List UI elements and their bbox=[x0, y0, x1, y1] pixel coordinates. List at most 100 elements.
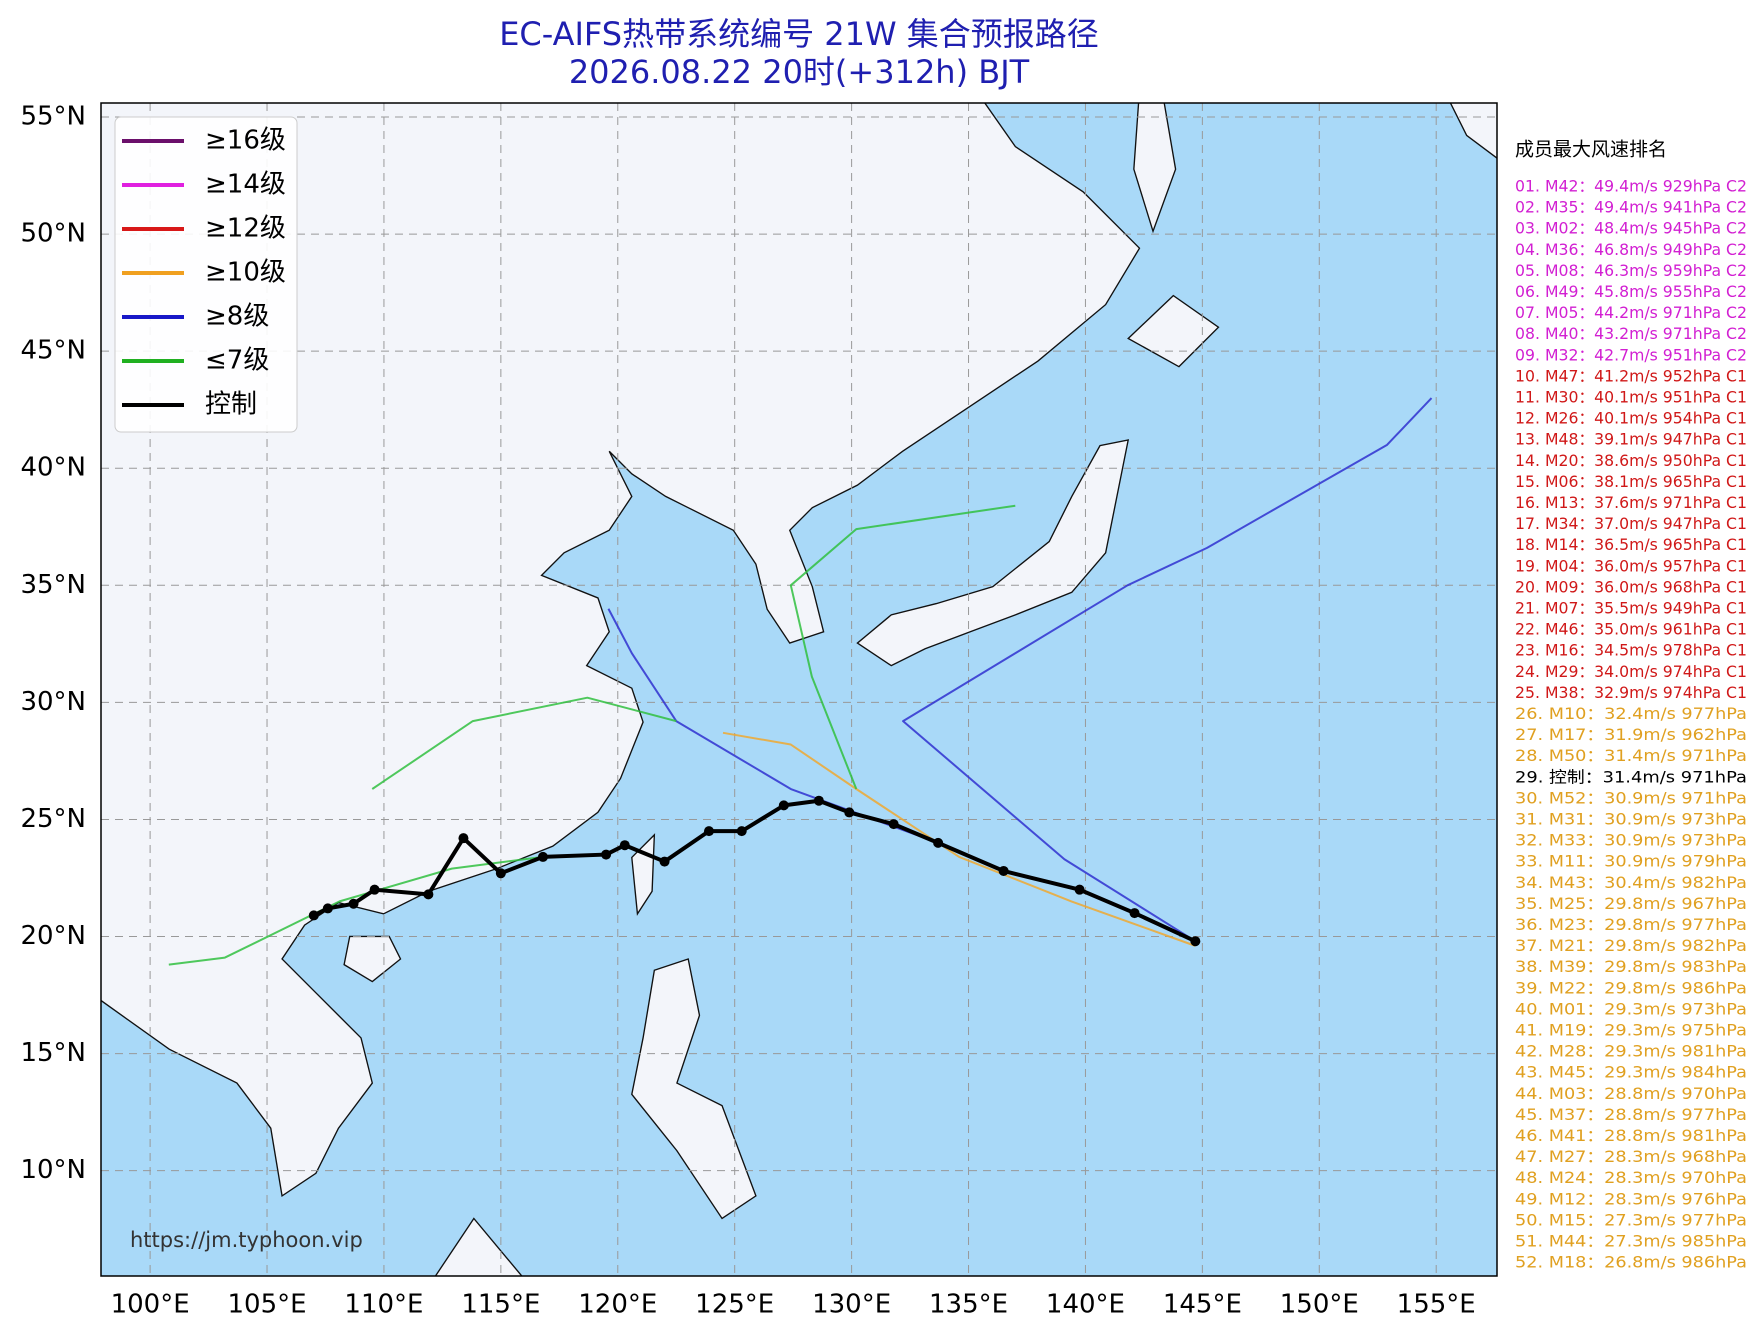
ranking-item: 06. M49：45.8m/s 955hPa C2 bbox=[1515, 282, 1747, 301]
member-track bbox=[168, 855, 544, 966]
ranking-item: 18. M14：36.5m/s 965hPa C1 bbox=[1515, 535, 1747, 554]
ranking-item: 16. M13：37.6m/s 971hPa C1 bbox=[1515, 493, 1747, 512]
member-track bbox=[902, 397, 1433, 943]
ranking-item: 39. M22：29.8m/s 986hPa bbox=[1515, 978, 1747, 997]
ranking-item: 04. M36：46.8m/s 949hPa C2 bbox=[1515, 240, 1747, 259]
track-point bbox=[1074, 884, 1085, 895]
ranking-item: 15. M06：38.1m/s 965hPa C1 bbox=[1515, 472, 1747, 491]
track-point bbox=[703, 826, 714, 837]
chart-subtitle: 2026.08.22 20时(+312h) BJT bbox=[569, 53, 1030, 91]
ranking-item: 26. M10：32.4m/s 977hPa bbox=[1515, 704, 1747, 723]
ranking-item: 01. M42：49.4m/s 929hPa C2 bbox=[1515, 177, 1747, 196]
axes: 100°E 105°E 110°E 115°E 120°E 125°E 130°E 135°E… bbox=[20, 102, 1475, 1320]
ranking-item: 46. M41：28.8m/s 981hPa bbox=[1515, 1126, 1747, 1145]
continent bbox=[101, 103, 1141, 1198]
track-point bbox=[813, 795, 824, 806]
ranking-item: 31. M31：30.9m/s 973hPa bbox=[1515, 810, 1747, 829]
chart-title: EC-AIFS热带系统编号 21W 集合预报路径 bbox=[499, 15, 1099, 53]
ranking-item: 35. M25：29.8m/s 967hPa bbox=[1515, 894, 1747, 913]
borneo bbox=[434, 1217, 523, 1276]
track-point bbox=[369, 884, 380, 895]
legend-label: ≥8级 bbox=[205, 302, 269, 332]
source-watermark: https://jm.typhoon.vip bbox=[130, 1228, 363, 1252]
x-tick-label: 145°E bbox=[1163, 1290, 1242, 1320]
ranking-item: 19. M04：36.0m/s 957hPa C1 bbox=[1515, 556, 1747, 575]
ranking-item: 20. M09：36.0m/s 968hPa C1 bbox=[1515, 577, 1747, 596]
control-track bbox=[312, 798, 1197, 944]
philippines bbox=[631, 958, 757, 1220]
ranking-item: 28. M50：31.4m/s 971hPa bbox=[1515, 746, 1747, 765]
x-tick-label: 140°E bbox=[1046, 1290, 1125, 1320]
ranking-item: 08. M40：43.2m/s 971hPa C2 bbox=[1515, 324, 1747, 343]
track-point bbox=[844, 807, 855, 818]
track-point bbox=[322, 903, 333, 914]
hokkaido bbox=[1127, 294, 1220, 368]
legend-label: ≥14级 bbox=[205, 170, 286, 200]
grid bbox=[101, 103, 1497, 1276]
ranking-item: 13. M48：39.1m/s 947hPa C1 bbox=[1515, 430, 1747, 449]
ranking-item: 07. M05：44.2m/s 971hPa C2 bbox=[1515, 303, 1747, 322]
track-point bbox=[933, 837, 944, 848]
y-tick-label: 40°N bbox=[20, 453, 86, 483]
ranking-item: 47. M27：28.3m/s 968hPa bbox=[1515, 1147, 1747, 1166]
ranking-item: 38. M39：29.8m/s 983hPa bbox=[1515, 957, 1747, 976]
tracks bbox=[168, 397, 1433, 966]
ranking-item: 03. M02：48.4m/s 945hPa C2 bbox=[1515, 219, 1747, 238]
x-tick-label: 105°E bbox=[227, 1290, 306, 1320]
x-tick-label: 125°E bbox=[695, 1290, 774, 1320]
ranking-item: 51. M44：27.3m/s 985hPa bbox=[1515, 1232, 1747, 1251]
x-tick-label: 120°E bbox=[578, 1290, 657, 1320]
x-tick-label: 155°E bbox=[1397, 1290, 1476, 1320]
ranking-item: 12. M26：40.1m/s 954hPa C1 bbox=[1515, 409, 1747, 428]
x-tick-label: 115°E bbox=[461, 1290, 540, 1320]
y-tick-label: 50°N bbox=[20, 219, 86, 249]
y-tick-label: 25°N bbox=[20, 804, 86, 834]
y-tick-label: 55°N bbox=[20, 102, 86, 132]
ranking-item: 14. M20：38.6m/s 950hPa C1 bbox=[1515, 451, 1747, 470]
ranking-item: 29. 控制：31.4m/s 971hPa bbox=[1515, 767, 1747, 786]
track-point bbox=[458, 833, 469, 844]
track-point bbox=[659, 856, 670, 867]
ranking-title: 成员最大风速排名 bbox=[1515, 139, 1667, 161]
x-tick-label: 100°E bbox=[111, 1290, 190, 1320]
x-tick-label: 150°E bbox=[1280, 1290, 1359, 1320]
track-point bbox=[495, 868, 506, 879]
y-tick-label: 10°N bbox=[20, 1155, 86, 1185]
member-track bbox=[722, 731, 1196, 947]
legend-label: 控制 bbox=[205, 390, 257, 420]
ranking-item: 36. M23：29.8m/s 977hPa bbox=[1515, 915, 1747, 934]
track-point bbox=[537, 851, 548, 862]
legend-label: ≥10级 bbox=[205, 258, 286, 288]
ranking-item: 10. M47：41.2m/s 952hPa C1 bbox=[1515, 366, 1747, 385]
ranking-item: 42. M28：29.3m/s 981hPa bbox=[1515, 1042, 1747, 1061]
track-point bbox=[778, 800, 789, 811]
ranking-item: 17. M34：37.0m/s 947hPa C1 bbox=[1515, 514, 1747, 533]
ranking-item: 52. M18：26.8m/s 986hPa bbox=[1515, 1253, 1747, 1272]
ranking-item: 49. M12：28.3m/s 976hPa bbox=[1515, 1189, 1747, 1208]
ranking-item: 25. M38：32.9m/s 974hPa C1 bbox=[1515, 683, 1747, 702]
member-track bbox=[371, 696, 677, 790]
ranking-item: 37. M21：29.8m/s 982hPa bbox=[1515, 936, 1747, 955]
y-tick-label: 35°N bbox=[20, 570, 86, 600]
map-frame bbox=[100, 102, 1498, 1277]
ranking-item: 21. M07：35.5m/s 949hPa C1 bbox=[1515, 599, 1747, 618]
track-point bbox=[736, 826, 747, 837]
legend-label: ≤7级 bbox=[205, 346, 269, 376]
ranking-item: 05. M08：46.3m/s 959hPa C2 bbox=[1515, 261, 1747, 280]
track-point bbox=[1129, 908, 1140, 919]
ranking-item: 50. M15：27.3m/s 977hPa bbox=[1515, 1210, 1747, 1229]
sakhalin bbox=[1133, 103, 1177, 234]
track-point bbox=[348, 898, 359, 909]
member-track bbox=[789, 504, 1016, 790]
ranking-item: 11. M30：40.1m/s 951hPa C1 bbox=[1515, 388, 1747, 407]
track-point bbox=[888, 819, 899, 830]
ranking-item: 32. M33：30.9m/s 973hPa bbox=[1515, 831, 1747, 850]
ranking-item: 27. M17：31.9m/s 962hPa bbox=[1515, 725, 1747, 744]
honshu bbox=[856, 439, 1130, 667]
ranking-item: 23. M16：34.5m/s 978hPa C1 bbox=[1515, 641, 1747, 660]
ranking-item: 24. M29：34.0m/s 974hPa C1 bbox=[1515, 662, 1747, 681]
ranking-item: 44. M03：28.8m/s 970hPa bbox=[1515, 1084, 1747, 1103]
